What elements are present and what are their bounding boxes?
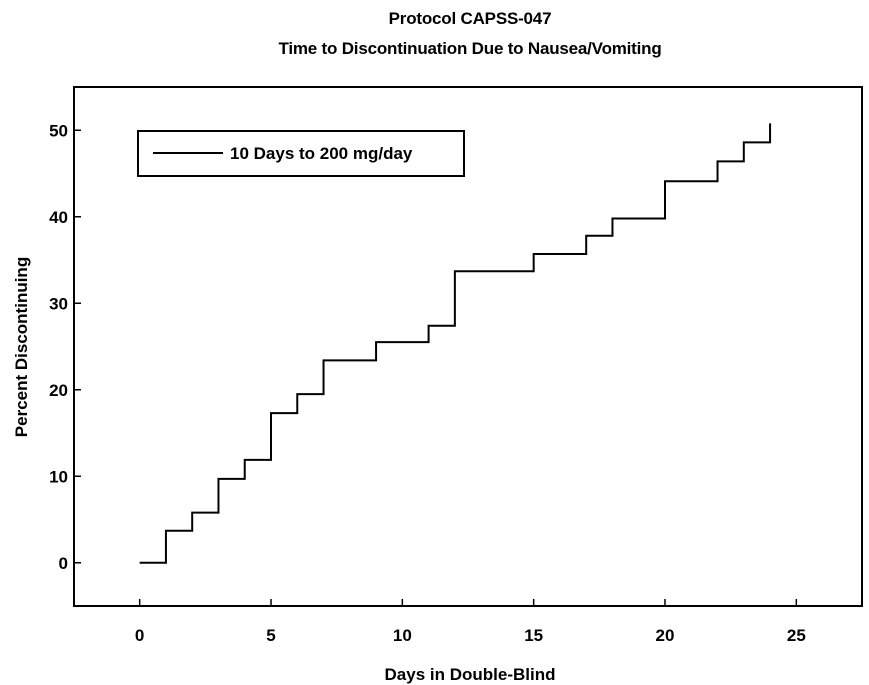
- y-tick-label: 50: [49, 121, 68, 140]
- y-tick-label: 30: [49, 294, 68, 313]
- y-axis-label: Percent Discontinuing: [12, 257, 31, 437]
- x-axis-label: Days in Double-Blind: [385, 665, 556, 684]
- x-tick-label: 15: [524, 626, 543, 645]
- series-line-10-days-to-200-mg-day: [140, 123, 770, 562]
- x-tick-label: 20: [656, 626, 675, 645]
- y-tick-label: 40: [49, 208, 68, 227]
- x-tick-label: 5: [266, 626, 275, 645]
- legend-label: 10 Days to 200 mg/day: [230, 144, 413, 163]
- x-tick-label: 25: [787, 626, 806, 645]
- y-tick-label: 10: [49, 467, 68, 486]
- x-tick-label: 10: [393, 626, 412, 645]
- chart-subtitle: Time to Discontinuation Due to Nausea/Vo…: [278, 39, 661, 58]
- chart-title: Protocol CAPSS-047: [389, 9, 552, 28]
- legend: 10 Days to 200 mg/day: [138, 131, 464, 176]
- y-axis-ticks: 0 10 20 30 40 50: [49, 121, 81, 573]
- y-tick-label: 0: [59, 554, 68, 573]
- x-tick-label: 0: [135, 626, 144, 645]
- y-tick-label: 20: [49, 381, 68, 400]
